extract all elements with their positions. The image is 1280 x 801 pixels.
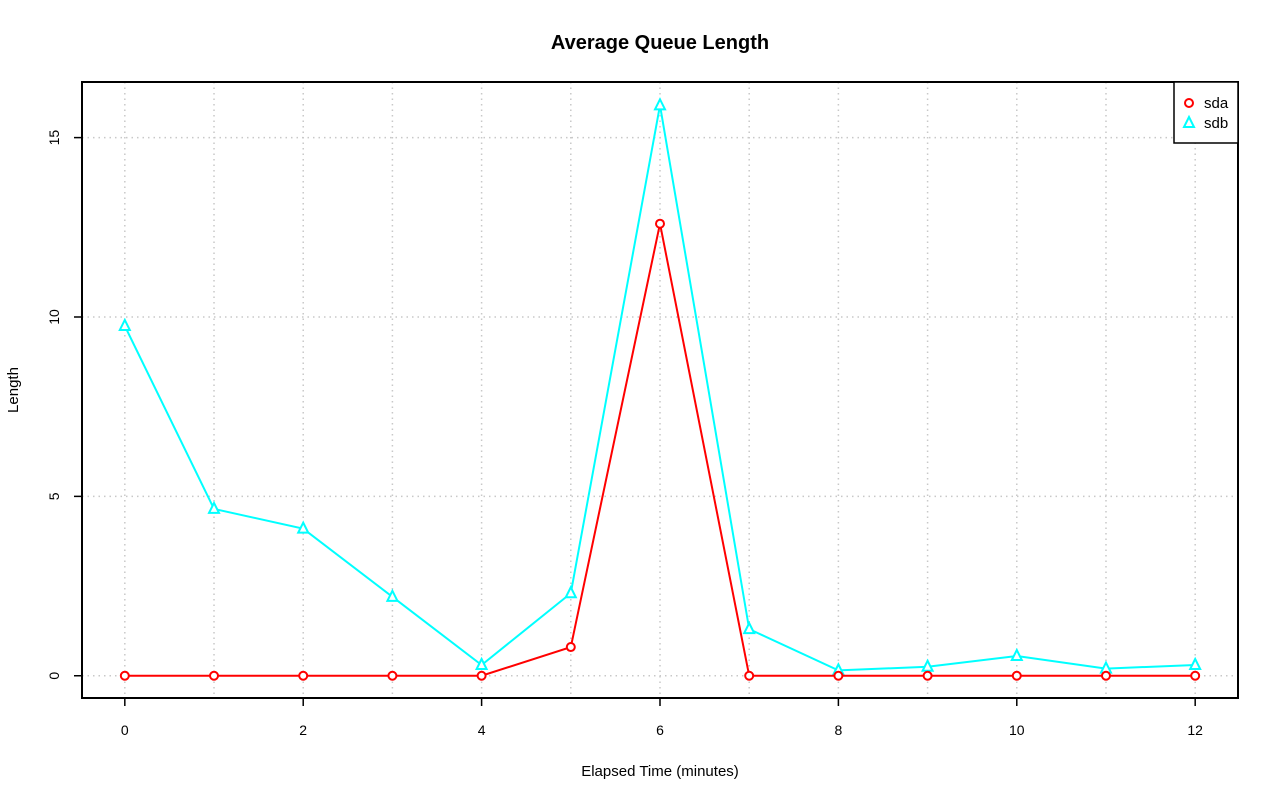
data-point-sdb bbox=[653, 97, 667, 111]
y-tick-label: 15 bbox=[46, 130, 62, 146]
legend-box bbox=[1173, 81, 1239, 144]
series-line-sdb bbox=[123, 105, 1196, 672]
data-point-sdb bbox=[118, 317, 132, 331]
x-tick-label: 0 bbox=[121, 722, 129, 738]
series-group bbox=[118, 97, 1202, 681]
y-tick-label: 5 bbox=[46, 492, 62, 500]
grid-lines bbox=[82, 82, 1238, 698]
x-tick-label: 4 bbox=[478, 722, 486, 738]
data-point-sdb bbox=[1188, 656, 1202, 670]
series-sda bbox=[119, 218, 1201, 681]
x-tick-label: 2 bbox=[299, 722, 307, 738]
data-point-sdb bbox=[296, 520, 310, 534]
data-point-sda bbox=[1190, 670, 1201, 681]
x-tick-label: 10 bbox=[1009, 722, 1025, 738]
data-point-sda bbox=[922, 670, 933, 681]
data-point-sdb bbox=[920, 658, 935, 672]
data-point-sda bbox=[119, 670, 130, 681]
data-point-sda bbox=[1011, 670, 1022, 681]
y-axis: 0 5 10 15 bbox=[46, 130, 82, 680]
x-axis-label: Elapsed Time (minutes) bbox=[581, 763, 739, 780]
data-point-sdb bbox=[385, 588, 400, 602]
data-point-sdb bbox=[742, 620, 756, 635]
data-point-sdb bbox=[474, 656, 489, 670]
data-point-sda bbox=[209, 670, 220, 681]
legend-marker-sda bbox=[1184, 98, 1194, 108]
x-tick-label: 6 bbox=[656, 722, 664, 738]
y-tick-label: 0 bbox=[46, 672, 62, 680]
y-tick-label: 10 bbox=[46, 309, 62, 325]
data-point-sdb bbox=[1010, 647, 1024, 662]
y-axis-label: Length bbox=[5, 367, 22, 413]
legend-label-sda: sda bbox=[1204, 95, 1229, 112]
data-point-sda bbox=[298, 670, 309, 681]
x-tick-label: 12 bbox=[1187, 722, 1203, 738]
series-sdb bbox=[118, 97, 1202, 676]
data-point-sda bbox=[833, 670, 844, 681]
data-point-sdb bbox=[564, 585, 578, 599]
legend: sda sdb bbox=[1173, 81, 1239, 144]
data-point-sda bbox=[565, 642, 576, 653]
data-point-sda bbox=[387, 670, 398, 681]
chart-title: Average Queue Length bbox=[551, 32, 769, 54]
data-point-sda bbox=[655, 218, 665, 229]
data-point-sda bbox=[744, 670, 755, 681]
data-point-sdb bbox=[207, 500, 221, 514]
legend-label-sdb: sdb bbox=[1204, 115, 1228, 132]
data-point-sda bbox=[476, 670, 487, 681]
x-tick-label: 8 bbox=[834, 722, 842, 738]
x-axis: 0 2 4 6 8 10 12 bbox=[121, 698, 1203, 738]
legend-marker-sdb bbox=[1182, 114, 1196, 128]
data-point-sda bbox=[1100, 670, 1111, 681]
